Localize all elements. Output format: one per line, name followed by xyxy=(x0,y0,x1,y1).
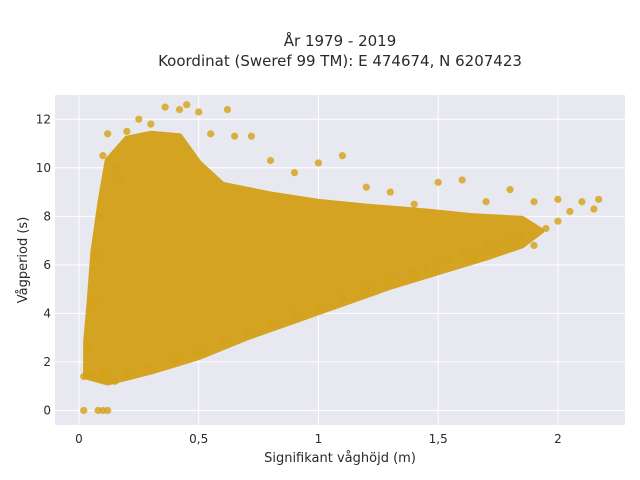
data-point xyxy=(104,130,112,138)
data-point xyxy=(84,343,93,351)
data-point xyxy=(458,176,466,184)
data-point xyxy=(87,370,95,378)
data-point xyxy=(506,186,514,194)
y-tick-label: 4 xyxy=(43,306,51,320)
data-point xyxy=(595,195,603,203)
data-point xyxy=(266,319,275,327)
y-tick-label: 6 xyxy=(43,258,51,272)
data-point xyxy=(207,130,215,138)
data-point xyxy=(123,370,131,378)
x-axis-label: Signifikant våghöjd (m) xyxy=(264,451,416,466)
data-point xyxy=(554,217,562,225)
chart-title-line-2: Koordinat (Sweref 99 TM): E 474674, N 62… xyxy=(158,52,522,70)
data-point xyxy=(542,224,550,233)
data-point xyxy=(518,232,526,240)
data-point xyxy=(386,275,394,284)
data-point xyxy=(482,198,490,206)
data-point xyxy=(94,375,102,383)
data-point xyxy=(135,115,143,123)
data-point xyxy=(566,207,574,216)
data-point xyxy=(161,103,169,111)
data-point xyxy=(290,309,299,317)
data-point xyxy=(242,329,251,337)
data-point xyxy=(362,285,370,293)
data-point xyxy=(338,152,346,160)
data-point xyxy=(80,406,88,415)
data-point xyxy=(494,246,502,254)
data-point xyxy=(482,241,490,250)
data-point xyxy=(99,152,107,160)
data-point xyxy=(147,363,155,371)
scatter-cloud xyxy=(83,130,545,386)
data-point xyxy=(183,101,191,109)
data-point xyxy=(123,127,131,135)
data-point xyxy=(410,200,418,208)
x-tick-label: 2 xyxy=(554,432,562,446)
data-point xyxy=(80,372,88,381)
data-point xyxy=(104,406,112,415)
data-point xyxy=(338,295,346,303)
data-point xyxy=(231,132,239,140)
y-tick-label: 10 xyxy=(36,161,51,175)
data-point xyxy=(92,251,100,259)
data-point xyxy=(111,377,119,385)
data-point xyxy=(147,120,155,128)
data-point xyxy=(247,132,255,140)
chart-title-line-1: År 1979 - 2019 xyxy=(284,31,397,50)
y-tick-label: 8 xyxy=(43,209,51,223)
data-point xyxy=(195,348,203,356)
y-tick-label: 12 xyxy=(36,112,51,126)
data-point xyxy=(290,169,299,177)
data-point xyxy=(223,105,232,114)
x-tick-label: 0 xyxy=(75,432,83,446)
data-point xyxy=(111,164,119,172)
data-point xyxy=(195,108,203,116)
data-point xyxy=(266,156,275,165)
x-tick-labels: 0 0,5 1 1,5 2 xyxy=(75,432,562,446)
data-point xyxy=(578,198,586,206)
scatter-points xyxy=(80,101,603,415)
x-tick-label: 0,5 xyxy=(189,432,208,446)
data-point xyxy=(446,256,454,264)
data-point xyxy=(422,263,430,271)
x-tick-label: 1 xyxy=(315,432,323,446)
data-point xyxy=(434,261,442,269)
data-point xyxy=(96,212,105,220)
data-point xyxy=(434,178,442,186)
y-tick-labels: 0 2 4 6 8 10 12 xyxy=(36,112,51,417)
data-point xyxy=(554,195,562,203)
y-axis-label: Vågperiod (s) xyxy=(16,217,31,304)
data-point xyxy=(118,176,126,184)
data-point xyxy=(590,205,598,213)
y-tick-label: 0 xyxy=(43,403,51,417)
data-point xyxy=(458,249,466,257)
data-point xyxy=(362,183,370,191)
data-point xyxy=(219,336,227,344)
data-point xyxy=(530,241,538,250)
y-tick-label: 2 xyxy=(43,355,51,369)
data-point xyxy=(99,368,107,376)
x-tick-label: 1,5 xyxy=(429,432,448,446)
data-point xyxy=(314,159,323,167)
data-point xyxy=(506,236,514,245)
data-point xyxy=(175,105,184,114)
data-point xyxy=(89,297,97,305)
data-point xyxy=(470,253,478,262)
data-point xyxy=(530,198,538,206)
data-point xyxy=(314,304,323,313)
data-point xyxy=(171,355,179,364)
data-point xyxy=(386,188,394,196)
dense-point-region xyxy=(83,130,545,386)
data-point xyxy=(410,268,418,276)
